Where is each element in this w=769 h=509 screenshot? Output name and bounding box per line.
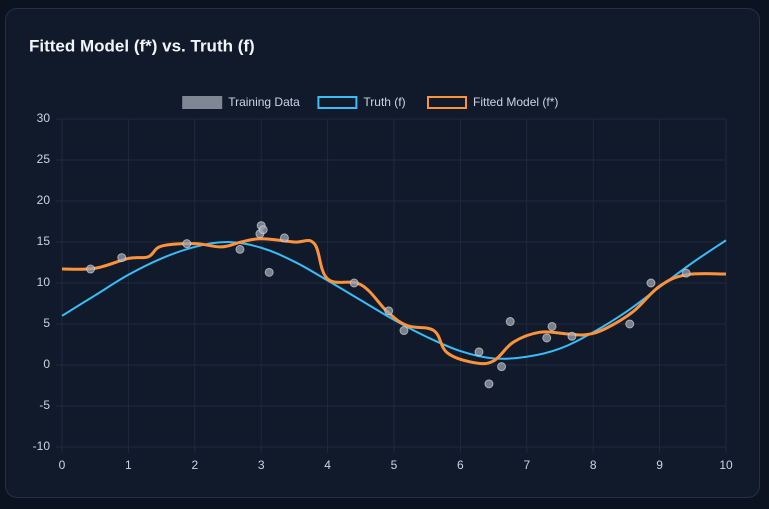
legend-swatch — [427, 96, 467, 109]
y-tick-label: 30 — [37, 111, 51, 125]
y-tick-label: 0 — [43, 357, 50, 371]
y-tick-label: -5 — [39, 398, 50, 412]
data-point — [235, 244, 245, 254]
x-tick-label: 6 — [457, 458, 464, 472]
data-point — [182, 239, 192, 249]
data-point — [474, 347, 484, 357]
data-point — [258, 225, 268, 235]
data-point — [117, 253, 127, 263]
data-point — [86, 264, 96, 274]
data-point — [384, 306, 394, 316]
data-point — [264, 267, 274, 277]
y-tick-label: 25 — [37, 152, 51, 166]
data-point — [279, 233, 289, 243]
data-point — [625, 319, 635, 329]
card — [5, 8, 760, 498]
data-point — [547, 321, 557, 331]
legend-label: Fitted Model (f*) — [473, 95, 558, 109]
data-point — [567, 331, 577, 341]
line — [61, 237, 727, 366]
x-tick-label: 9 — [656, 458, 663, 472]
legend-label: Training Data — [228, 95, 300, 109]
x-tick-label: 3 — [258, 458, 265, 472]
x-tick-label: 0 — [59, 458, 66, 472]
data-point — [542, 333, 552, 343]
y-tick-label: -10 — [33, 439, 51, 453]
chart-title: Fitted Model (f*) vs. Truth (f) — [29, 36, 255, 55]
x-tick-label: 8 — [590, 458, 597, 472]
x-tick-label: 4 — [324, 458, 331, 472]
y-tick-label: 5 — [43, 316, 50, 330]
data-point — [349, 278, 359, 288]
data-point — [484, 379, 494, 389]
data-point — [505, 317, 515, 327]
x-tick-label: 2 — [191, 458, 198, 472]
y-tick-label: 15 — [37, 234, 51, 248]
data-point — [681, 268, 691, 278]
x-tick-label: 1 — [125, 458, 132, 472]
line — [61, 239, 727, 360]
legend-label: Truth (f) — [363, 95, 405, 109]
data-point — [646, 278, 656, 288]
data-point — [497, 362, 507, 372]
x-tick-label: 10 — [719, 458, 733, 472]
x-tick-label: 5 — [391, 458, 398, 472]
x-tick-label: 7 — [523, 458, 530, 472]
legend-swatch — [317, 96, 358, 109]
data-point — [399, 326, 409, 336]
y-tick-label: 10 — [37, 275, 51, 289]
legend-swatch — [182, 96, 223, 109]
y-tick-label: 20 — [37, 193, 51, 207]
